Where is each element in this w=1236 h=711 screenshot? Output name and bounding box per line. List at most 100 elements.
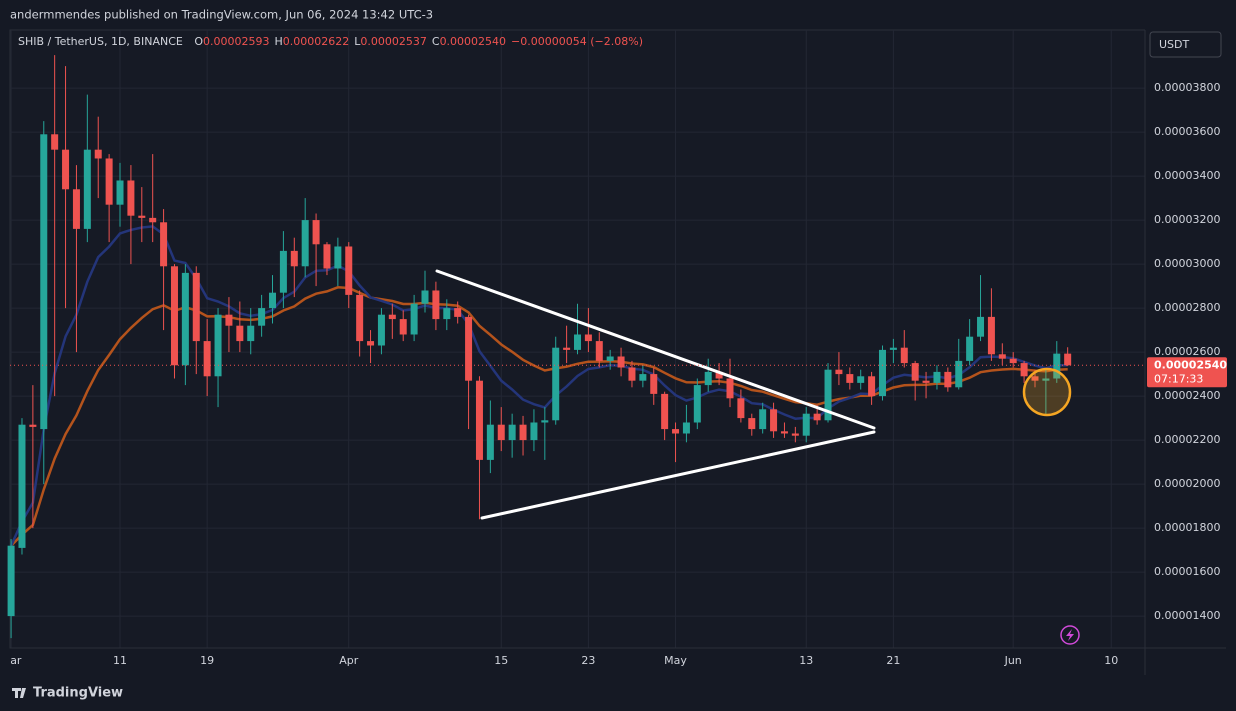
x-tick-label: 21: [886, 654, 900, 667]
x-tick-label: Mar: [1, 654, 22, 667]
candle-body: [29, 424, 37, 427]
y-tick-label: 0.00002400: [1154, 389, 1220, 402]
candle-body: [18, 424, 26, 548]
candle-body: [475, 380, 483, 460]
candle-body: [1009, 358, 1017, 364]
y-tick-label: 0.00002600: [1154, 345, 1220, 358]
candle-body: [508, 424, 516, 441]
candle-body: [519, 424, 527, 441]
candle-body: [759, 409, 767, 430]
candle-body: [704, 371, 712, 386]
candle-body: [530, 422, 538, 441]
x-tick-label: 13: [799, 654, 813, 667]
candle-body: [203, 341, 211, 377]
y-tick-label: 0.00002200: [1154, 433, 1220, 446]
candle-body: [377, 314, 385, 346]
brand: TradingView: [12, 686, 123, 701]
candle-body: [802, 413, 810, 436]
legend-key: C: [432, 35, 440, 48]
y-tick-label: 0.00002000: [1154, 477, 1220, 490]
x-tick-label: 10: [1104, 654, 1118, 667]
x-tick-label: 19: [200, 654, 214, 667]
alert-icon-bolt: [1066, 629, 1074, 641]
candle-body: [813, 413, 821, 421]
candle-body: [443, 308, 451, 320]
highlight-circle: [1022, 367, 1072, 417]
candle-body: [399, 319, 407, 335]
candle-body: [857, 376, 865, 383]
candle-body: [269, 292, 277, 309]
candle-body: [726, 378, 734, 399]
candle-body: [584, 334, 592, 342]
candle-body: [40, 134, 48, 430]
legend-change: −0.00000054 (−2.08%): [511, 35, 643, 48]
candle-body: [290, 250, 298, 267]
drawings: [435, 269, 1072, 520]
candle-body: [94, 149, 102, 159]
x-tick-label: Jun: [1004, 654, 1022, 667]
candle-body: [497, 424, 505, 441]
candle-body: [236, 325, 244, 342]
legend-key: L: [354, 35, 361, 48]
x-tick-label: 15: [494, 654, 508, 667]
candle-body: [105, 158, 113, 205]
candle-body: [541, 420, 549, 423]
x-axis: Mar 11 19 Apr 15 23 May 13 21 Jun 10: [1, 654, 1118, 667]
price-axis: [1145, 0, 1236, 711]
candle-body: [650, 374, 658, 394]
candle-body: [279, 250, 287, 293]
y-tick-label: 0.00003000: [1154, 257, 1220, 270]
candle-body: [682, 422, 690, 434]
candle-body: [748, 418, 756, 430]
candle-body: [770, 409, 778, 432]
candle-body: [356, 294, 364, 342]
candle-body: [595, 341, 603, 361]
x-tick-label: 23: [581, 654, 595, 667]
candle-body: [149, 217, 157, 223]
y-tick-label: 0.00003800: [1154, 81, 1220, 94]
candle-body: [944, 371, 952, 388]
candle-body: [410, 303, 418, 335]
candle-body: [312, 220, 320, 245]
candle-body: [878, 349, 886, 397]
legend-value: 0.00002593: [203, 35, 269, 48]
candle-body: [987, 316, 995, 355]
y-tick-label: 0.00001600: [1154, 565, 1220, 578]
candle-body: [563, 347, 571, 350]
candle-body: [62, 149, 70, 190]
candle-body: [388, 314, 396, 320]
candle-body: [160, 222, 168, 267]
y-tick-label: 0.00003400: [1154, 169, 1220, 182]
candle-body: [780, 431, 788, 434]
currency-box[interactable]: [1149, 31, 1222, 58]
candle-body: [454, 308, 462, 317]
candle-body: [7, 545, 15, 617]
alert-icon[interactable]: [1060, 625, 1080, 645]
moving-average: [10, 225, 1068, 547]
legend-value: 0.00002537: [360, 35, 426, 48]
x-tick-label: 11: [113, 654, 127, 667]
currency: USDT: [1159, 38, 1190, 51]
candle-body: [214, 314, 222, 377]
candle-body: [693, 385, 701, 423]
candle-body: [639, 374, 647, 381]
candle-body: [247, 325, 255, 342]
candle-body: [432, 290, 440, 320]
candle-body: [911, 363, 919, 381]
candle-body: [835, 369, 843, 375]
candle-body: [846, 374, 854, 383]
trendline: [435, 269, 876, 430]
candle-body: [421, 290, 429, 304]
candle-body: [192, 272, 200, 342]
candle-body: [345, 246, 353, 295]
legend-value: 0.00002540: [440, 35, 506, 48]
candle-body: [966, 336, 974, 361]
legend-value: 0.00002622: [283, 35, 349, 48]
y-tick-label: 0.00003600: [1154, 125, 1220, 138]
candles: [7, 55, 1072, 639]
candle-body: [334, 246, 342, 269]
candle-body: [1053, 353, 1061, 379]
candle-body: [977, 316, 985, 337]
